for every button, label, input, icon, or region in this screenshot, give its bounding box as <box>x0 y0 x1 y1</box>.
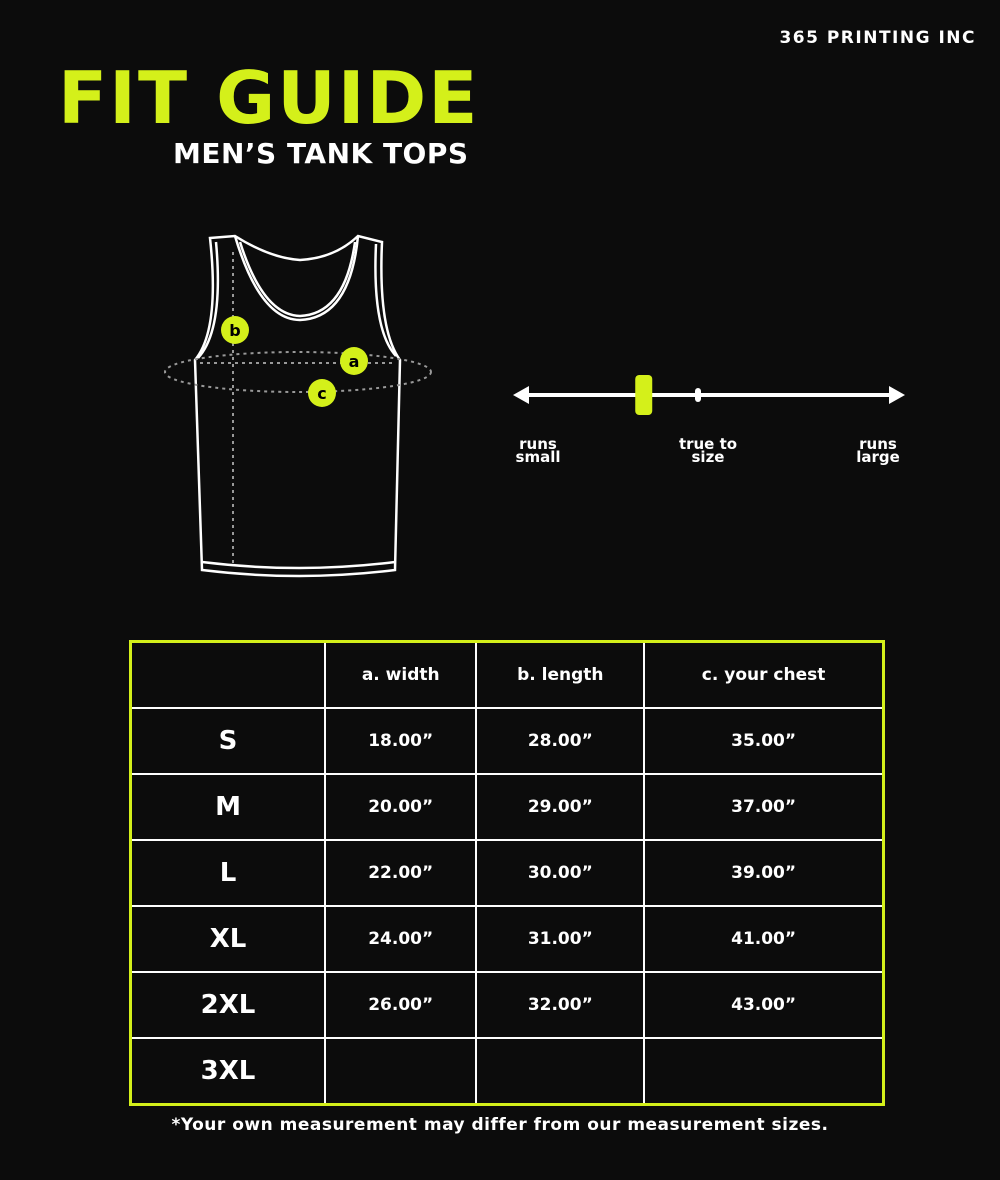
brand-name: 365 PRINTING INC <box>779 28 976 48</box>
value-cell: 30.00” <box>475 838 646 908</box>
svg-text:b: b <box>229 321 240 340</box>
value-cell: 37.00” <box>643 772 884 841</box>
value-cell: 41.00” <box>643 905 884 974</box>
size-cell: XL <box>130 905 326 974</box>
marker-b: b <box>221 316 249 344</box>
svg-text:c: c <box>317 384 326 403</box>
svg-text:a: a <box>349 352 360 371</box>
value-cell: 18.00” <box>323 706 478 775</box>
fit-scale-line <box>513 375 905 415</box>
value-cell: 32.00” <box>475 971 646 1040</box>
marker-a: a <box>340 347 368 375</box>
value-cell: 24.00” <box>323 905 478 974</box>
table-row: 2XL 26.00” 32.00” 43.00” <box>130 971 884 1040</box>
page-title: FIT GUIDE <box>58 56 480 140</box>
size-cell: 3XL <box>130 1037 326 1105</box>
value-cell: 29.00” <box>475 772 646 841</box>
table-row: M 20.00” 29.00” 37.00” <box>130 772 884 841</box>
arrow-left-icon <box>513 386 529 404</box>
size-cell <box>130 641 326 709</box>
size-cell: 2XL <box>130 971 326 1040</box>
true-to-size-tick <box>695 388 701 402</box>
tank-top-diagram: b a c <box>164 234 432 578</box>
table-header-row: a. width b. length c. your chest <box>130 641 884 709</box>
value-cell: a. width <box>323 641 478 709</box>
size-cell: S <box>130 706 326 775</box>
value-cell: 28.00” <box>475 706 646 775</box>
measurement-note: *Your own measurement may differ from ou… <box>171 1115 829 1135</box>
value-cell <box>475 1037 646 1105</box>
table-row: S 18.00” 28.00” 35.00” <box>130 706 884 775</box>
arrow-right-icon <box>889 386 905 404</box>
fit-marker <box>635 375 653 415</box>
value-cell: 35.00” <box>643 706 884 775</box>
size-cell: L <box>130 838 326 908</box>
value-cell: 31.00” <box>475 905 646 974</box>
fit-scale: runs small true to size runs large <box>505 370 915 480</box>
page-subtitle: MEN’S TANK TOPS <box>173 137 469 170</box>
table-row: XL 24.00” 31.00” 41.00” <box>130 905 884 974</box>
marker-c: c <box>308 379 336 407</box>
label-true-to-size: true to size <box>678 435 738 466</box>
size-table: a. width b. length c. your chest S 18.00” 28.… <box>129 640 885 1106</box>
table-row: L 22.00” 30.00” 39.00” <box>130 838 884 908</box>
value-cell: 39.00” <box>643 838 884 908</box>
value-cell <box>323 1037 478 1105</box>
value-cell: 43.00” <box>643 971 884 1040</box>
value-cell: b. length <box>475 641 646 709</box>
value-cell: 22.00” <box>323 838 478 908</box>
value-cell <box>643 1037 884 1105</box>
label-runs-small: runs small <box>515 435 561 466</box>
table-row: 3XL <box>130 1037 884 1105</box>
label-runs-large: runs large <box>856 435 900 466</box>
value-cell: 20.00” <box>323 772 478 841</box>
value-cell: c. your chest <box>643 641 884 709</box>
value-cell: 26.00” <box>323 971 478 1040</box>
size-cell: M <box>130 772 326 841</box>
